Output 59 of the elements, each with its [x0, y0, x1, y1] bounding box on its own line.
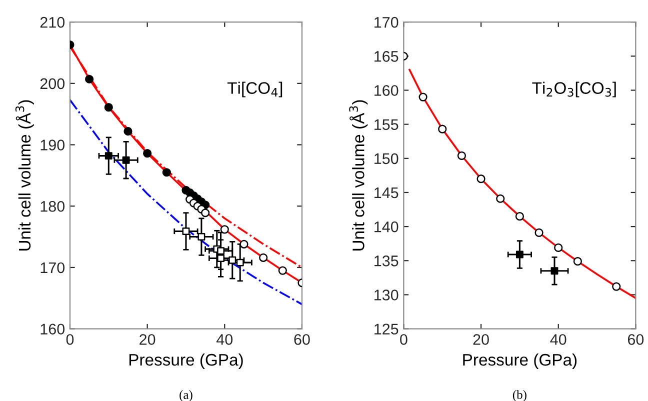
x-tick-label: 0 — [400, 334, 408, 345]
x-tick-label: 40 — [216, 334, 233, 345]
y-tick-label: 160 — [40, 324, 65, 335]
y-tick-label: 165 — [374, 51, 398, 62]
point — [496, 194, 505, 203]
point — [122, 156, 130, 164]
y-tick-label: 200 — [40, 78, 65, 90]
annotation: Ti[CO$_{4}$] — [227, 82, 282, 98]
point — [516, 250, 524, 258]
point — [278, 266, 287, 275]
point — [85, 74, 94, 84]
point — [201, 208, 210, 218]
y-tick-label: 125 — [374, 324, 398, 335]
x-tick-label: 60 — [294, 334, 310, 345]
y-tick-label: 130 — [374, 290, 398, 300]
y-tick-label: 150 — [374, 153, 398, 164]
y-tick-label: 190 — [40, 140, 65, 150]
point — [259, 253, 268, 262]
point — [143, 149, 152, 158]
point — [515, 212, 524, 221]
point — [550, 267, 558, 275]
y-axis-title: Unit cell volume (Å$^{3}$) — [15, 100, 34, 250]
y-tick-label: 170 — [374, 16, 398, 28]
point — [182, 228, 190, 235]
y-tick-label: 155 — [374, 119, 398, 130]
point — [457, 151, 466, 160]
point — [124, 126, 132, 136]
x-tick-label: 0 — [66, 334, 74, 345]
point — [438, 124, 447, 134]
point — [418, 92, 428, 102]
x-axis-title: Pressure (GPa) — [129, 353, 243, 370]
point — [198, 233, 206, 241]
y-tick-label: 210 — [40, 16, 65, 28]
x-tick-label: 20 — [140, 334, 156, 345]
y-axis-title: Unit cell volume (Å$^{3}$) — [349, 100, 368, 250]
y-tick-label: 145 — [374, 188, 398, 198]
point — [162, 168, 171, 177]
point — [554, 243, 563, 252]
y-tick-label: 140 — [374, 221, 398, 232]
point — [573, 257, 582, 266]
point — [240, 240, 248, 248]
y-tick-label: 160 — [374, 85, 398, 96]
line-series — [70, 99, 302, 306]
point — [534, 228, 544, 237]
x-tick-label: 20 — [473, 334, 489, 345]
x-tick-label: 40 — [550, 334, 566, 345]
line-series — [408, 68, 636, 300]
y-tick-label: 170 — [40, 262, 65, 274]
annotation: Ti$_{2}$O$_{3}$[CO$_{3}$] — [532, 82, 616, 98]
x-axis-title: Pressure (GPa) — [463, 353, 577, 370]
x-tick-label: 60 — [628, 334, 644, 345]
point — [217, 254, 225, 262]
point — [612, 282, 621, 291]
point — [104, 103, 113, 112]
point — [217, 247, 225, 255]
y-tick-label: 180 — [40, 200, 65, 212]
y-tick-label: 135 — [374, 256, 398, 266]
point — [476, 174, 486, 184]
point — [104, 152, 112, 160]
